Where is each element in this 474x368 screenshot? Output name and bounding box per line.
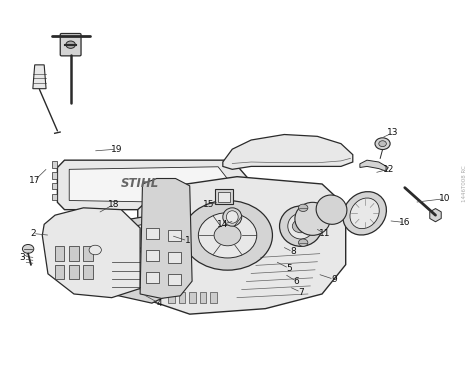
Text: 1: 1 xyxy=(184,236,190,245)
Ellipse shape xyxy=(223,208,242,226)
Ellipse shape xyxy=(343,192,386,235)
Polygon shape xyxy=(57,160,251,210)
Text: 9: 9 xyxy=(331,275,337,284)
Circle shape xyxy=(214,225,241,246)
Circle shape xyxy=(130,245,141,254)
Text: 16: 16 xyxy=(399,218,410,227)
Text: 15: 15 xyxy=(203,200,214,209)
Bar xyxy=(146,250,159,261)
Text: 7: 7 xyxy=(298,288,304,297)
Text: 8: 8 xyxy=(290,247,296,256)
Circle shape xyxy=(375,138,390,149)
Text: 10: 10 xyxy=(439,194,451,203)
Circle shape xyxy=(299,239,308,246)
Text: 18: 18 xyxy=(109,200,120,209)
Text: 19: 19 xyxy=(111,145,122,154)
Text: 6: 6 xyxy=(293,277,299,286)
Polygon shape xyxy=(33,65,46,89)
Ellipse shape xyxy=(280,206,322,246)
Circle shape xyxy=(292,220,310,233)
Text: 17: 17 xyxy=(29,176,40,185)
Polygon shape xyxy=(138,177,346,314)
Bar xyxy=(55,265,64,279)
Bar xyxy=(52,172,57,178)
Bar xyxy=(168,292,175,303)
Text: 12: 12 xyxy=(383,165,394,174)
Circle shape xyxy=(379,141,386,146)
Polygon shape xyxy=(140,178,192,298)
Bar xyxy=(210,292,217,303)
Bar xyxy=(179,292,185,303)
Bar xyxy=(189,292,196,303)
Circle shape xyxy=(182,201,273,270)
Circle shape xyxy=(66,41,75,48)
Bar xyxy=(52,194,57,201)
Bar xyxy=(52,161,57,167)
Text: 5: 5 xyxy=(286,264,292,273)
Ellipse shape xyxy=(288,213,314,239)
Polygon shape xyxy=(223,135,353,169)
FancyBboxPatch shape xyxy=(60,33,81,56)
Ellipse shape xyxy=(350,198,379,229)
Polygon shape xyxy=(69,167,232,203)
Bar xyxy=(69,265,79,279)
Text: 4: 4 xyxy=(156,299,162,308)
Circle shape xyxy=(22,244,34,253)
Circle shape xyxy=(198,213,257,258)
Bar xyxy=(52,183,57,190)
Text: 3: 3 xyxy=(19,253,25,262)
Bar xyxy=(218,192,230,202)
Text: 13: 13 xyxy=(387,128,399,137)
Text: 11: 11 xyxy=(319,229,330,238)
Ellipse shape xyxy=(316,195,347,224)
Bar xyxy=(167,274,181,285)
Bar xyxy=(69,246,79,261)
Polygon shape xyxy=(360,160,388,171)
Ellipse shape xyxy=(227,211,238,223)
Bar xyxy=(55,246,64,261)
Text: STIHL: STIHL xyxy=(121,177,159,190)
Bar xyxy=(200,292,206,303)
Bar xyxy=(167,230,181,241)
Text: 2: 2 xyxy=(30,229,36,238)
Polygon shape xyxy=(42,208,140,298)
Bar xyxy=(83,246,93,261)
Circle shape xyxy=(299,204,308,212)
Bar xyxy=(146,272,159,283)
Bar xyxy=(215,190,233,204)
Ellipse shape xyxy=(295,202,330,235)
Bar xyxy=(83,265,93,279)
Bar xyxy=(146,228,159,239)
Polygon shape xyxy=(107,224,173,292)
Text: 14: 14 xyxy=(217,220,228,229)
Polygon shape xyxy=(430,209,441,222)
Polygon shape xyxy=(88,217,178,303)
Bar xyxy=(167,252,181,263)
Circle shape xyxy=(89,245,101,255)
Text: 1446T008 RC: 1446T008 RC xyxy=(462,166,467,202)
